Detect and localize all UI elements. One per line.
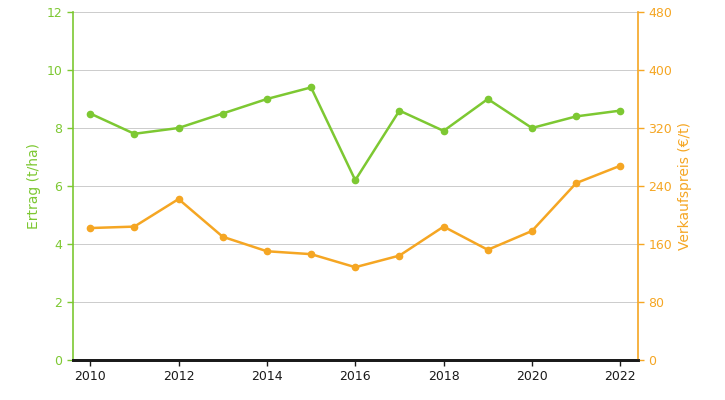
Y-axis label: Verkaufspreis (€/t): Verkaufspreis (€/t) [678, 122, 692, 250]
Y-axis label: Ertrag (t/ha): Ertrag (t/ha) [27, 143, 41, 229]
